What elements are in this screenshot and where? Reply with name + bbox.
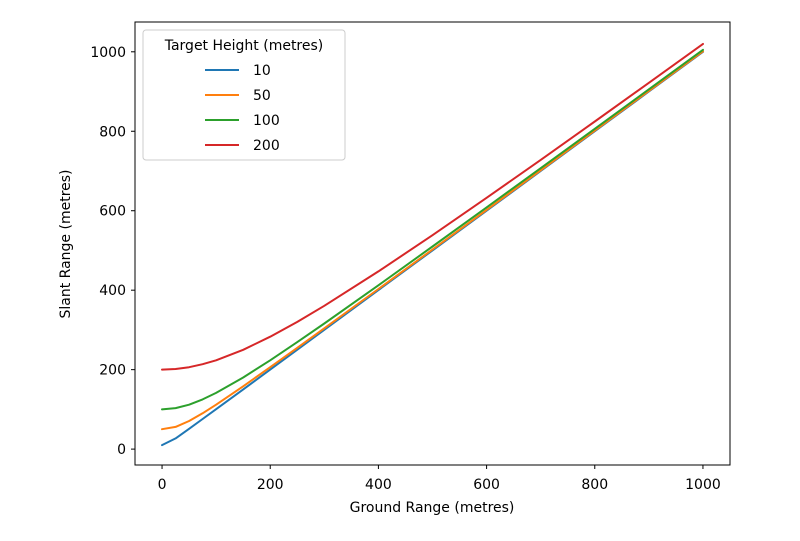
y-axis-label: Slant Range (metres) [58,169,74,318]
legend: Target Height (metres) 10 50 100 200 [142,29,346,161]
y-tick-label: 800 [99,124,126,140]
series-line-200 [161,42,704,371]
x-tick-label: 600 [473,477,500,493]
x-axis-label: Ground Range (metres) [350,500,515,516]
y-tick-label: 600 [99,204,126,220]
x-tick-label: 800 [581,477,608,493]
x-tick-label: 400 [365,477,392,493]
y-tick-label: 0 [117,442,126,458]
x-tick-label: 200 [257,477,284,493]
series-layer [161,42,704,447]
legend-label-10: 10 [253,63,271,79]
legend-box [142,29,346,161]
y-tick-label: 400 [99,283,126,299]
y-tick-label: 1000 [90,45,126,61]
legend-label-100: 100 [253,113,280,129]
x-tick-label: 1000 [685,477,721,493]
y-tick-label: 200 [99,363,126,379]
series-line-50 [161,50,704,431]
legend-label-200: 200 [253,138,280,154]
legend-items: 10 50 100 200 [205,63,280,154]
x-axis-ticks: 0 200 400 600 800 1000 [158,465,721,493]
legend-title: Target Height (metres) [164,38,324,54]
x-tick-label: 0 [158,477,167,493]
series-line-100 [161,48,704,411]
legend-label-50: 50 [253,88,271,104]
y-axis-ticks: 0 200 400 600 800 1000 [90,45,135,458]
plot-area-frame [134,21,731,466]
